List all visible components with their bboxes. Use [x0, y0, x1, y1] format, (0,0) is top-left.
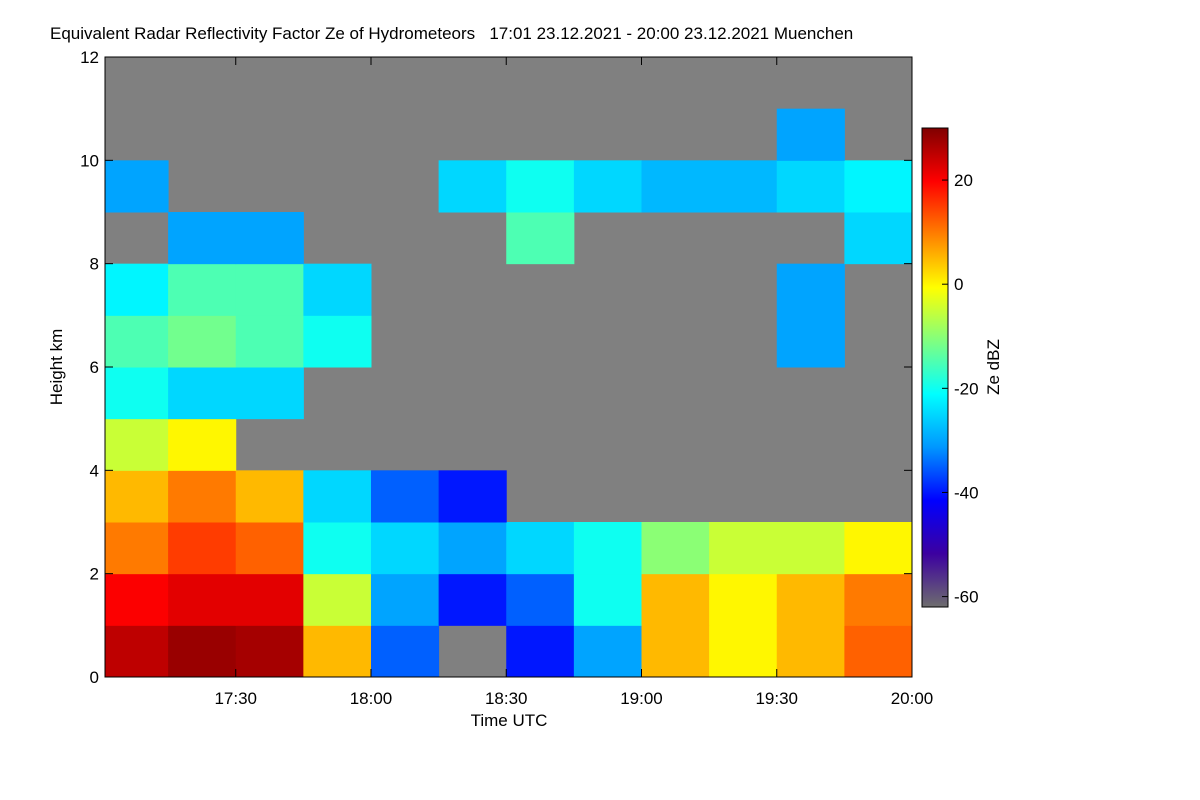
heatmap-cell [105, 573, 169, 626]
heatmap-cell [641, 522, 710, 575]
heatmap-cell [168, 573, 237, 626]
x-tick-label: 17:30 [214, 689, 257, 708]
x-tick-label: 19:30 [755, 689, 798, 708]
heatmap-cell [709, 522, 778, 575]
heatmap-cell [370, 522, 440, 575]
colorbar-tick-label: 20 [954, 171, 973, 190]
heatmap-cell [370, 625, 440, 678]
heatmap-cell [303, 522, 372, 575]
heatmap-cell [168, 418, 237, 471]
colorbar-tick-label: -20 [954, 379, 979, 398]
y-tick-label: 8 [90, 255, 99, 274]
heatmap-cell [105, 367, 169, 420]
heatmap-cell [235, 522, 304, 575]
y-tick-label: 6 [90, 358, 99, 377]
colorbar-tick-label: 0 [954, 275, 963, 294]
x-tick-label: 20:00 [891, 689, 934, 708]
x-tick-label: 19:00 [620, 689, 663, 708]
heatmap-cell [776, 160, 845, 213]
x-tick-label: 18:30 [485, 689, 528, 708]
heatmap-cell [105, 315, 169, 368]
chart-title: Equivalent Radar Reflectivity Factor Ze … [50, 24, 853, 43]
x-axis-label: Time UTC [471, 711, 548, 730]
heatmap-cell [641, 160, 710, 213]
heatmap-cell [506, 212, 575, 265]
heatmap-cell [776, 108, 845, 161]
heatmap-cell [168, 367, 237, 420]
heatmap-cell [438, 160, 507, 213]
y-tick-label: 0 [90, 668, 99, 687]
heatmap-cell [438, 522, 507, 575]
heatmap-cell [370, 573, 440, 626]
heatmap-cell [105, 263, 169, 316]
heatmap-cell [506, 625, 575, 678]
heatmap-cell [776, 573, 845, 626]
heatmap-cell [168, 263, 237, 316]
heatmap-cell [506, 522, 575, 575]
heatmap-cell [168, 212, 237, 265]
heatmap-cell [844, 160, 913, 213]
heatmap-cell [573, 522, 642, 575]
heatmap-cell [573, 160, 642, 213]
heatmap-cell [168, 315, 237, 368]
heatmap-cell [235, 315, 304, 368]
colorbar-tick-label: -40 [954, 483, 979, 502]
y-tick-label: 10 [80, 151, 99, 170]
y-axis-label: Height km [47, 329, 66, 406]
heatmap-cell [235, 367, 304, 420]
heatmap-cell [105, 522, 169, 575]
heatmap-cell [709, 160, 778, 213]
heatmap-cell [776, 315, 845, 368]
heatmap-cell [105, 160, 169, 213]
colorbar-tick-label: -60 [954, 588, 979, 607]
colorbar [921, 127, 949, 608]
heatmap-cell [303, 315, 372, 368]
heatmap-cell [235, 212, 304, 265]
heatmap-cell [844, 522, 913, 575]
heatmap-cell [506, 160, 575, 213]
heatmap-cell [168, 470, 237, 523]
heatmap-cell [235, 573, 304, 626]
heatmap-cell [438, 470, 507, 523]
y-tick-label: 4 [90, 461, 99, 480]
heatmap-cell [844, 573, 913, 626]
heatmap-cell [303, 573, 372, 626]
heatmap-cell [844, 212, 913, 265]
heatmap-cell [709, 625, 778, 678]
heatmap-cell [776, 263, 845, 316]
heatmap-cell [168, 522, 237, 575]
heatmap-cell [506, 573, 575, 626]
heatmap-cell [235, 470, 304, 523]
heatmap-cell [573, 573, 642, 626]
heatmap-cell [105, 625, 169, 678]
heatmap-cell [303, 625, 372, 678]
heatmap-cell [776, 625, 845, 678]
heatmap-cell [438, 573, 507, 626]
heatmap-cell [105, 470, 169, 523]
heatmap-cell [105, 418, 169, 471]
heatmap-cell [303, 263, 372, 316]
y-tick-label: 2 [90, 565, 99, 584]
heatmap-cell [709, 573, 778, 626]
y-tick-label: 12 [80, 48, 99, 67]
heatmap-cell [168, 625, 237, 678]
heatmap-cell [235, 263, 304, 316]
heatmap-cell [844, 625, 913, 678]
x-tick-label: 18:00 [350, 689, 393, 708]
heatmap-cell [303, 470, 372, 523]
heatmap-cell [573, 625, 642, 678]
heatmap-cell [641, 625, 710, 678]
heatmap-cell [641, 573, 710, 626]
colorbar-label: Ze dBZ [984, 339, 1003, 395]
heatmap-cell [370, 470, 440, 523]
heatmap-cell [235, 625, 304, 678]
heatmap-cell [776, 522, 845, 575]
